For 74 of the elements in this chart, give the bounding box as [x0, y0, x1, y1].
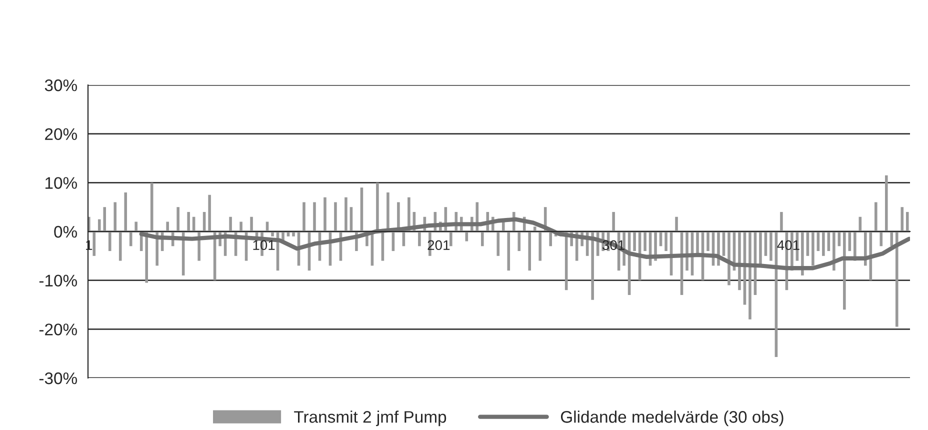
y-tick-label: -20%: [39, 324, 77, 336]
bar: [92, 232, 96, 256]
bar: [108, 232, 112, 252]
bar: [302, 202, 306, 232]
bar: [801, 232, 804, 276]
bar: [334, 202, 337, 232]
legend-label: Transmit 2 jmf Pump: [294, 410, 446, 426]
bar: [114, 202, 117, 232]
bar: [250, 216, 253, 232]
bar: [176, 207, 180, 232]
bar: [780, 212, 783, 232]
bar: [313, 202, 316, 232]
x-tick-label: 101: [253, 240, 275, 250]
bar: [518, 232, 521, 252]
bar: [900, 207, 904, 232]
bar: [118, 232, 122, 261]
y-tick-label: -30%: [39, 372, 77, 384]
bar: [884, 175, 888, 232]
y-tick-label: -10%: [39, 274, 77, 287]
bar: [549, 232, 552, 246]
y-tick-label: 10%: [45, 177, 77, 189]
bar: [675, 216, 678, 232]
bar: [103, 207, 106, 232]
bar: [418, 232, 421, 246]
bar: [271, 232, 274, 236]
bar: [770, 232, 772, 261]
bar: [748, 232, 752, 320]
bar: [208, 194, 211, 232]
bar: [98, 219, 101, 232]
bar: [874, 202, 878, 232]
x-tick-label: 201: [428, 240, 450, 250]
bar: [738, 232, 741, 290]
bar: [812, 232, 814, 266]
bar: [591, 232, 594, 300]
bar: [480, 232, 484, 246]
bar: [906, 212, 909, 232]
bar: [528, 232, 532, 271]
bar: [759, 232, 762, 266]
bar: [686, 232, 688, 271]
bar: [376, 182, 379, 232]
bar: [533, 226, 536, 232]
line-series: [139, 217, 910, 270]
bar: [843, 232, 846, 310]
bar: [124, 192, 127, 232]
x-tick-label: 401: [777, 240, 800, 250]
bar: [728, 232, 730, 286]
bar: [633, 232, 636, 252]
y-tick-label: 30%: [44, 79, 77, 92]
bar: [187, 212, 190, 232]
bar: [612, 212, 615, 232]
bar: [822, 232, 825, 256]
bar: [465, 232, 468, 242]
bar: [292, 232, 295, 236]
bar: [450, 232, 452, 246]
bar: [880, 232, 883, 246]
bar: [664, 232, 668, 252]
bar: [538, 232, 542, 261]
bar: [344, 197, 348, 232]
bar: [507, 232, 510, 271]
bar: [869, 232, 872, 280]
bar: [706, 232, 710, 252]
bar: [145, 232, 148, 283]
bar: [324, 197, 326, 232]
bar: [166, 222, 169, 232]
bar: [890, 232, 894, 246]
y-tick-label: 0%: [54, 226, 77, 238]
bar: [644, 232, 646, 252]
bar: [496, 232, 500, 256]
bar: [229, 216, 232, 232]
bar: [134, 222, 138, 232]
y-tick-label: 20%: [45, 128, 77, 140]
legend-label: Glidande medelvärde (30 obs): [560, 410, 784, 426]
bar: [895, 232, 898, 327]
bar: [240, 222, 242, 232]
